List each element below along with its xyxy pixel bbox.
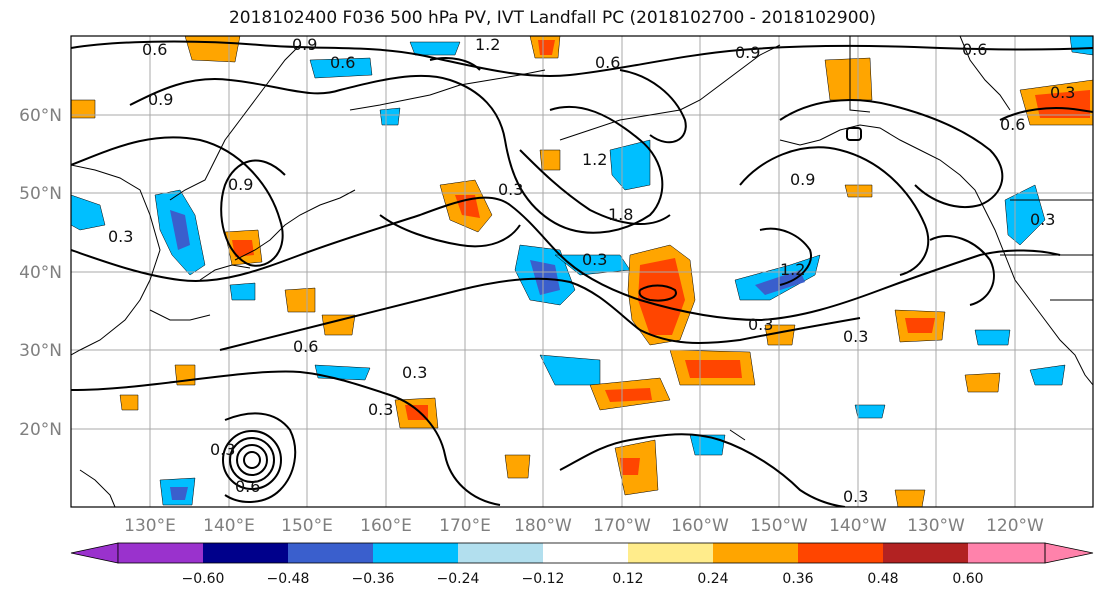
lon-tick-label: 180°W: [514, 516, 572, 536]
colorbar-bin: [968, 543, 1045, 563]
contour-label: 1.2: [780, 260, 805, 279]
contour-label: 1.2: [582, 150, 607, 169]
colorbar-bin: [543, 543, 628, 563]
colorbar-bin: [458, 543, 543, 563]
map-frame: [70, 35, 1094, 508]
lat-tick-label: 20°N: [19, 420, 62, 440]
lon-tick-label: 150°W: [750, 516, 808, 536]
colorbar-bin: [628, 543, 713, 563]
colorbar-bin: [798, 543, 883, 563]
lon-tick-label: 140°E: [203, 516, 255, 536]
longitude-ticks: 130°E 140°E 150°E 160°E 170°E 180°W 170°…: [124, 516, 1044, 536]
contour-label: 0.6: [1000, 115, 1025, 134]
contour-labels: 0.6 0.9 1.2 0.6 0.6 0.9 0.6 0.9 0.9 0.6 …: [108, 35, 1075, 506]
colorbar-tick-label: 0.36: [782, 571, 813, 587]
pv-contours: [71, 40, 1093, 507]
contour-label: 0.3: [1030, 210, 1055, 229]
coastlines: [71, 36, 1093, 507]
colorbar-low-extend: [70, 542, 119, 564]
colorbar-tick-label: −0.12: [522, 571, 565, 587]
contour-label: 0.3: [368, 400, 393, 419]
colorbar-bin: [118, 543, 203, 563]
lon-tick-label: 170°E: [439, 516, 491, 536]
contour-label: 0.3: [108, 227, 133, 246]
colorbar-tick-label: −0.24: [437, 571, 480, 587]
colorbar-bin: [883, 543, 968, 563]
lon-tick-label: 140°W: [829, 516, 887, 536]
colorbar-tick-label: 0.48: [867, 571, 898, 587]
lat-tick-label: 40°N: [19, 263, 62, 283]
colorbar-tick-label: −0.48: [267, 571, 310, 587]
lon-tick-label: 150°E: [281, 516, 333, 536]
contour-label: 1.8: [608, 205, 633, 224]
lon-tick-label: 120°W: [986, 516, 1044, 536]
latitude-ticks: 60°N 50°N 40°N 30°N 20°N: [19, 106, 62, 440]
contour-label: 0.6: [595, 53, 620, 72]
map-content: 0.6 0.9 1.2 0.6 0.6 0.9 0.6 0.9 0.9 0.6 …: [71, 35, 1093, 507]
contour-label: 0.6: [330, 53, 355, 72]
contour-label: 0.3: [748, 315, 773, 334]
negative-anomaly-shading: [71, 36, 1093, 506]
colorbar-bin: [288, 543, 373, 563]
contour-label: 0.3: [1050, 83, 1075, 102]
colorbar-tick-label: −0.60: [182, 571, 225, 587]
colorbar-bin: [713, 543, 798, 563]
colorbar: −0.60 −0.48 −0.36 −0.24 −0.12 0.12 0.24 …: [70, 542, 1094, 587]
map-title: 2018102400 F036 500 hPa PV, IVT Landfall…: [228, 8, 876, 28]
lon-tick-label: 160°W: [671, 516, 729, 536]
lat-tick-label: 30°N: [19, 341, 62, 361]
contour-label: 0.3: [402, 363, 427, 382]
contour-label: 0.9: [735, 43, 760, 62]
contour-label: 1.2: [475, 35, 500, 54]
colorbar-bin: [373, 543, 458, 563]
lon-tick-label: 160°E: [360, 516, 412, 536]
lon-tick-label: 170°W: [593, 516, 651, 536]
contour-label: 0.3: [582, 250, 607, 269]
contour-label: 0.9: [228, 175, 253, 194]
lat-tick-label: 60°N: [19, 106, 62, 126]
contour-label: 0.6: [962, 40, 987, 59]
colorbar-tick-label: −0.36: [352, 571, 395, 587]
colorbar-bin: [203, 543, 288, 563]
lon-tick-label: 130°W: [907, 516, 965, 536]
contour-label: 0.3: [210, 440, 235, 459]
colorbar-tick-label: 0.12: [612, 571, 643, 587]
contour-label: 0.3: [843, 487, 868, 506]
contour-label: 0.9: [790, 170, 815, 189]
colorbar-high-extend: [1044, 542, 1094, 564]
lon-tick-label: 130°E: [124, 516, 176, 536]
contour-label: 0.9: [292, 35, 317, 54]
colorbar-tick-label: 0.60: [952, 571, 983, 587]
contour-label: 0.3: [498, 180, 523, 199]
contour-label: 0.3: [843, 327, 868, 346]
contour-label: 0.9: [148, 90, 173, 109]
contour-label: 0.6: [293, 337, 318, 356]
contour-label: 0.6: [142, 40, 167, 59]
positive-anomaly-shading: [71, 36, 1093, 507]
colorbar-tick-label: 0.24: [697, 571, 728, 587]
lat-tick-label: 50°N: [19, 184, 62, 204]
contour-label: 0.6: [235, 477, 260, 496]
